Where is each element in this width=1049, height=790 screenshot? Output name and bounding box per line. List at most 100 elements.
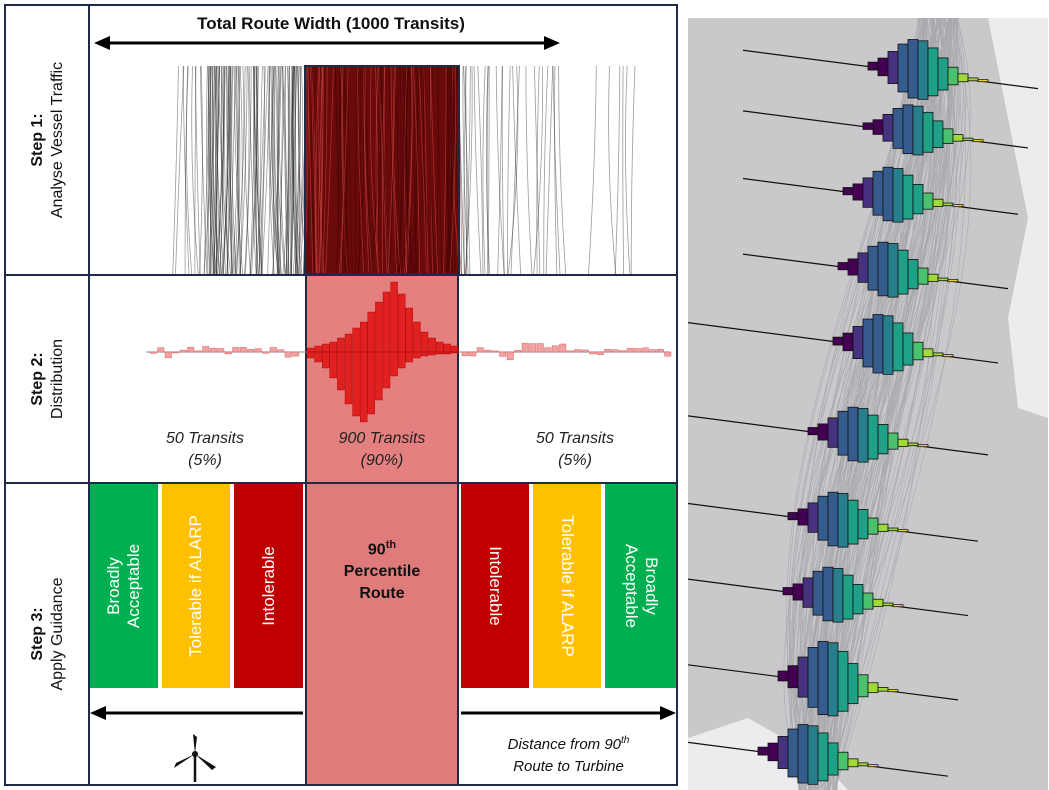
distribution-area: 50 Transits (5%) 900 Transits (90%) 50 T… [90, 276, 676, 482]
histogram-bar-upper [314, 345, 322, 353]
vessel-track [234, 65, 240, 274]
vessel-track [288, 65, 290, 274]
histogram-bar-tail [664, 351, 672, 357]
vessel-track [325, 65, 334, 274]
vessel-track [823, 18, 966, 790]
vessel-track [400, 65, 411, 274]
histogram-bar-tail [484, 349, 492, 353]
vessel-track [222, 65, 229, 274]
histogram-bar-lower [329, 351, 338, 379]
cross-section-bar [867, 61, 879, 71]
histogram-bar-upper [375, 301, 383, 353]
vessel-track [208, 65, 215, 274]
zone-label-line2: Acceptable [621, 543, 641, 629]
cross-section-bar [882, 113, 894, 142]
step1-row: Step 1: Analyse Vessel Traffic Total Rou… [6, 6, 676, 276]
zone-tolerable-left: Tolerable if ALARP [162, 484, 232, 688]
histogram-bar-tail [157, 347, 165, 353]
histogram-bar-tail [626, 348, 634, 353]
route-map-panel [688, 18, 1048, 790]
cross-section-bar [847, 406, 859, 462]
vessel-track [214, 65, 225, 274]
vessel-tracks-area [90, 6, 676, 274]
vessel-track [389, 65, 397, 274]
histogram-bar-upper [321, 343, 330, 353]
vessel-track [214, 65, 225, 274]
vessel-track [206, 65, 210, 274]
center-transit-label: 900 Transits (90%) [305, 428, 459, 472]
cross-section-bar [897, 438, 909, 447]
double-arrow-icon [94, 36, 560, 50]
step1-label: Step 1: Analyse Vessel Traffic [28, 62, 68, 218]
vessel-track [277, 65, 286, 274]
cross-section-bar [867, 414, 879, 460]
histogram-bar-tail [461, 351, 469, 357]
vessel-track [207, 65, 216, 274]
vessel-track [278, 65, 286, 274]
histogram-bar-tail [521, 342, 529, 353]
vessel-track [464, 65, 468, 274]
cross-section-bar [827, 642, 839, 717]
cross-section-histogram [742, 39, 1039, 100]
cross-section-bar [912, 105, 924, 156]
cross-section-bar [787, 512, 799, 521]
vessel-track [221, 65, 230, 274]
cross-section-bar [922, 348, 934, 358]
vessel-track [248, 65, 257, 274]
cross-section-bar [877, 687, 889, 692]
vessel-track [423, 65, 433, 274]
cross-section-bar [927, 47, 939, 97]
vessel-track [338, 65, 349, 274]
vessel-track [334, 65, 341, 274]
histogram-bar-lower [360, 351, 368, 423]
method-diagram: Step 1: Analyse Vessel Traffic Total Rou… [4, 4, 678, 786]
vessel-track [275, 65, 278, 274]
histogram-bar-lower [420, 351, 429, 357]
cross-section-bar [812, 570, 824, 616]
vessel-track [209, 65, 217, 274]
cross-section-bar [897, 529, 909, 533]
vessel-track [234, 65, 245, 274]
cross-section-bar [917, 444, 929, 448]
cross-section-bar [822, 566, 834, 622]
zone-label: Tolerable if ALARP [558, 515, 577, 657]
cross-section-bar [877, 241, 889, 297]
histogram-bar-upper [413, 321, 421, 353]
vessel-track [533, 65, 544, 274]
cross-section-bar [867, 245, 879, 291]
vessel-track [186, 65, 193, 274]
vessel-track [309, 65, 317, 274]
vessel-track [217, 65, 226, 274]
vessel-track [256, 65, 266, 274]
right-transit-pct: (5%) [558, 452, 592, 469]
vessel-track [310, 65, 316, 274]
cross-section-bar [882, 315, 894, 375]
vessel-track [317, 65, 324, 274]
vessel-track [554, 65, 558, 274]
distance-label: Distance from 90th Route to Turbine [466, 730, 671, 778]
vessel-track [318, 65, 325, 274]
cross-section-bar [917, 40, 929, 100]
cross-section-histogram [742, 166, 1019, 223]
histogram-bar-tail [164, 351, 172, 359]
histogram-bar-lower [405, 351, 413, 363]
vessel-track [231, 65, 237, 274]
cross-section-bar [877, 523, 889, 532]
left-distance-arrow [90, 706, 303, 720]
vessel-track [319, 65, 324, 274]
step3-label-cell: Step 3: Apply Guidance [6, 484, 90, 784]
cross-section-bar [892, 108, 904, 149]
cross-section-bar [922, 192, 934, 210]
cross-section-bar [847, 758, 859, 768]
vessel-track [446, 65, 450, 274]
cross-section-bar [947, 279, 959, 283]
histogram-bar-lower [314, 351, 322, 363]
cross-section-histogram [688, 724, 949, 785]
vessel-track [285, 65, 291, 274]
cross-section-bar [847, 258, 859, 276]
vessel-track [236, 65, 241, 274]
cross-section-histogram [688, 491, 979, 548]
center-transit-pct: (90%) [360, 452, 404, 469]
histogram-bar-tail [254, 348, 262, 353]
vessel-track [172, 65, 179, 274]
